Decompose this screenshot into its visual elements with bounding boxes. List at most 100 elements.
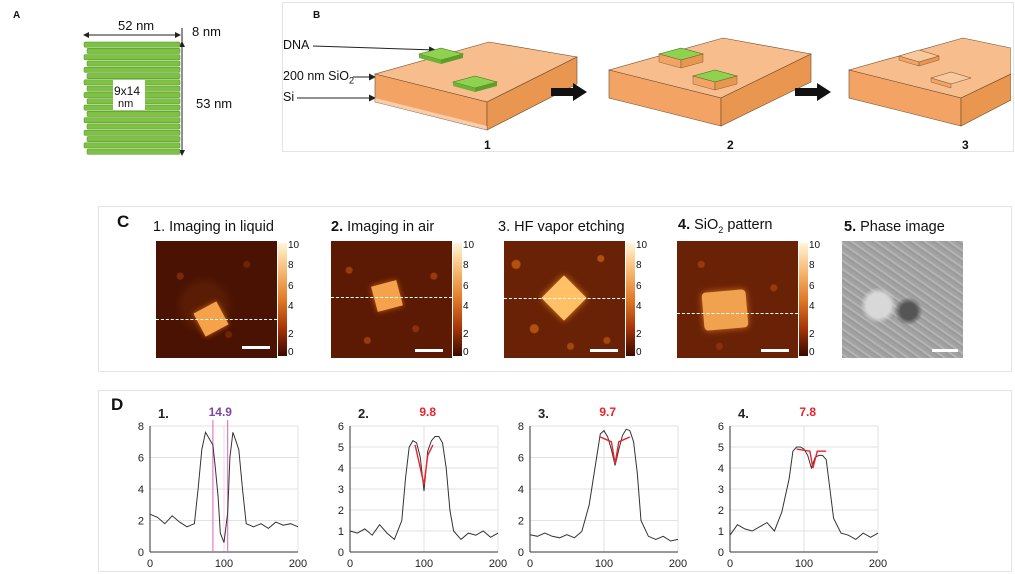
cb3-10: 10 xyxy=(636,240,648,251)
chart-panel-label: 1. xyxy=(158,406,169,421)
cb1-10: 10 xyxy=(288,240,300,251)
colorbar-4 xyxy=(799,243,808,356)
y-tick-label: 5 xyxy=(338,442,344,454)
phase-image-5 xyxy=(842,241,963,358)
afm-title-2: 2. Imaging in air xyxy=(331,219,435,235)
cb2-0: 0 xyxy=(463,347,469,358)
chart-annotation: 7.8 xyxy=(799,405,816,419)
x-tick-label: 100 xyxy=(215,558,233,570)
cb4-8: 8 xyxy=(809,260,815,271)
x-tick-label: 100 xyxy=(595,558,613,570)
x-tick-label: 0 xyxy=(527,558,533,570)
profile-line-3 xyxy=(504,298,625,299)
y-tick-label: 6 xyxy=(518,453,524,465)
cb1-4: 4 xyxy=(288,301,294,312)
y-tick-label: 4 xyxy=(718,463,724,475)
y-tick-label: 0 xyxy=(518,547,524,559)
label-si: Si xyxy=(283,90,295,104)
chart-annotation: 14.9 xyxy=(209,405,233,419)
y-tick-label: 1 xyxy=(718,526,724,538)
afm-title-4: 4. SiO2 pattern xyxy=(678,217,773,235)
dna-helix xyxy=(86,60,181,67)
chart-panel-label: 2. xyxy=(358,406,369,421)
cb1-8: 8 xyxy=(288,260,294,271)
step-label-1: 1 xyxy=(484,138,491,152)
afm-title-5: 5. Phase image xyxy=(844,219,945,235)
x-tick-label: 200 xyxy=(669,558,687,570)
cb4-2: 2 xyxy=(809,329,815,340)
profile-series xyxy=(149,430,299,543)
label-sio2: 200 nm SiO2 xyxy=(283,69,354,86)
dna-helix xyxy=(83,142,181,149)
height-label: 53 nm xyxy=(196,96,233,111)
cb2-8: 8 xyxy=(463,260,469,271)
label-dna: DNA xyxy=(283,38,310,52)
afm-title-3: 3. HF vapor etching xyxy=(498,219,625,235)
profile-chart-4: 0 1 2 3 4 5 6 0 100 200 4. 7.8 xyxy=(718,405,887,570)
origami-spot-2 xyxy=(371,280,403,312)
dna-helix xyxy=(83,66,181,73)
origami-spot-4 xyxy=(701,289,749,331)
cb4-0: 0 xyxy=(809,347,815,358)
x-tick-label: 100 xyxy=(415,558,433,570)
dna-helix xyxy=(83,117,181,124)
y-tick-label: 3 xyxy=(718,484,724,496)
cb2-6: 6 xyxy=(463,281,469,292)
step-label-2: 2 xyxy=(727,138,734,152)
dna-helix xyxy=(86,148,181,155)
scale-bar-2 xyxy=(415,349,443,352)
fit-series xyxy=(600,436,631,464)
y-tick-label: 4 xyxy=(518,484,524,496)
y-tick-label: 8 xyxy=(518,421,524,433)
cb3-4: 4 xyxy=(636,301,642,312)
colorbar-3 xyxy=(626,243,635,356)
scale-bar-4 xyxy=(761,349,789,352)
colorbar-1 xyxy=(278,243,287,356)
label-sio2-sub: 2 xyxy=(349,75,355,86)
panel-c-letter: C xyxy=(117,212,130,231)
profile-line-1 xyxy=(156,319,277,320)
panel-c-frame xyxy=(98,206,1012,372)
cb2-4: 4 xyxy=(463,301,469,312)
substrate-block-3 xyxy=(847,37,1011,127)
y-tick-label: 8 xyxy=(138,421,144,433)
dna-helix xyxy=(86,136,181,142)
cb3-6: 6 xyxy=(636,281,642,292)
scale-bar-5 xyxy=(932,349,958,352)
y-tick-label: 2 xyxy=(338,505,344,517)
substrate-block-1 xyxy=(373,41,578,131)
panel-a-letter: A xyxy=(13,10,21,21)
cb3-8: 8 xyxy=(636,260,642,271)
cb4-10: 10 xyxy=(809,240,821,251)
afm-image-2 xyxy=(331,241,452,358)
chart-panel-label: 3. xyxy=(538,406,549,421)
x-tick-label: 200 xyxy=(289,558,307,570)
profile-series xyxy=(729,446,879,541)
profile-line-2 xyxy=(331,297,452,298)
cb1-2: 2 xyxy=(288,329,294,340)
scale-bar-3 xyxy=(590,349,618,352)
y-tick-label: 1 xyxy=(338,526,344,538)
panel-b-process-diagram xyxy=(297,37,1011,131)
panel-b-frame xyxy=(282,2,1014,152)
scale-bar-1 xyxy=(242,346,270,349)
y-tick-label: 2 xyxy=(138,516,144,528)
panel-d-letter: D xyxy=(111,395,124,414)
cb3-0: 0 xyxy=(636,347,642,358)
afm-title-1: 1. Imaging in liquid xyxy=(153,219,274,235)
dna-helix xyxy=(83,54,181,61)
cb4-4: 4 xyxy=(809,301,815,312)
x-tick-label: 0 xyxy=(727,558,733,570)
panel-b-letter: B xyxy=(313,10,321,21)
thickness-label: 8 nm xyxy=(192,24,221,39)
afm-image-3 xyxy=(504,241,625,358)
y-tick-label: 3 xyxy=(338,484,344,496)
profile-chart-1: 0 2 4 6 8 0 100 200 1. 14.9 xyxy=(138,405,307,570)
chart-annotation: 9.8 xyxy=(419,405,436,419)
colorbar-2 xyxy=(453,243,462,356)
y-tick-label: 0 xyxy=(138,547,144,559)
chart-panel-label: 4. xyxy=(738,406,749,421)
profile-chart-3: 0 2 4 6 8 0 100 200 3. 9.7 xyxy=(518,405,687,570)
dna-helix xyxy=(83,41,181,48)
y-tick-label: 5 xyxy=(718,442,724,454)
